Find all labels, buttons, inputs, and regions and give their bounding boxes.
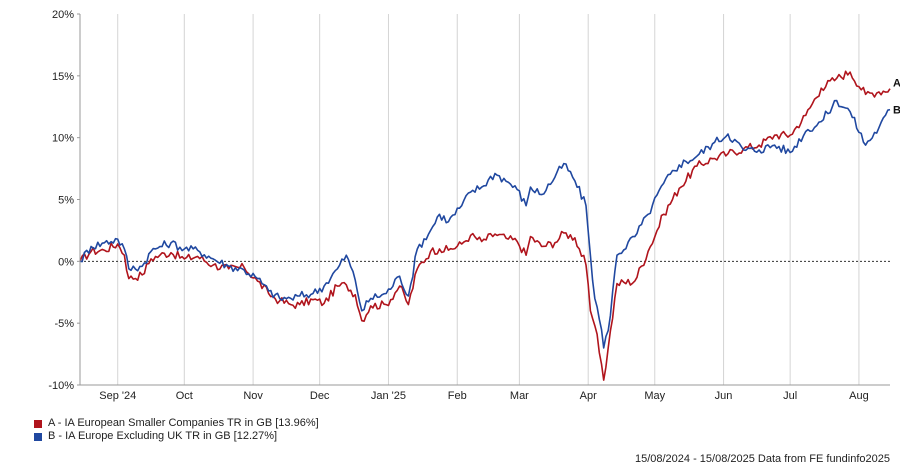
series-lines xyxy=(79,70,891,381)
footer-source: Data from FE fundinfo2025 xyxy=(757,453,890,465)
y-axis-tick-labels: -10% -5% 0% 5% 10% 15% 20% xyxy=(48,9,74,392)
y-tick-label: 15% xyxy=(52,71,74,83)
legend-item-a: A - IA European Smaller Companies TR in … xyxy=(34,417,319,430)
x-axis-tick-labels: Sep '24 Oct Nov Dec Jan '25 Feb Mar Apr May Jun Ju… xyxy=(99,390,868,402)
y-tick-label: 0% xyxy=(58,256,74,268)
legend-label-a: A - IA European Smaller Companies TR in … xyxy=(48,417,319,429)
x-tick-label: Apr xyxy=(580,390,597,402)
end-label-b: B xyxy=(893,105,900,117)
axes xyxy=(77,13,890,386)
legend-swatch-b xyxy=(34,432,42,441)
legend-label-b: B - IA Europe Excluding UK TR in GB [12.… xyxy=(48,430,278,442)
legend: A - IA European Smaller Companies TR in … xyxy=(34,417,319,443)
legend-item-b: B - IA Europe Excluding UK TR in GB [12.… xyxy=(34,430,319,443)
x-tick-label: Jan '25 xyxy=(371,390,406,402)
end-label-a: A xyxy=(893,78,900,90)
x-tick-label: Nov xyxy=(243,390,263,402)
series-end-labels: AB xyxy=(893,78,900,117)
y-tick-label: 5% xyxy=(58,195,74,207)
gridlines xyxy=(117,14,860,385)
y-tick-label: -10% xyxy=(48,380,74,392)
series-line-a xyxy=(79,70,891,381)
x-tick-label: Mar xyxy=(510,390,529,402)
x-tick-label: Feb xyxy=(448,390,467,402)
x-tick-label: Oct xyxy=(176,390,193,402)
x-tick-label: Aug xyxy=(849,390,869,402)
x-tick-label: Jun xyxy=(715,390,733,402)
y-tick-label: -5% xyxy=(54,318,74,330)
chart-footer: 15/08/2024 - 15/08/2025 Data from FE fun… xyxy=(635,453,890,465)
x-tick-label: Sep '24 xyxy=(99,390,136,402)
series-line-b xyxy=(79,99,891,349)
x-tick-label: Jul xyxy=(783,390,797,402)
x-tick-label: Dec xyxy=(310,390,330,402)
footer-date-range: 15/08/2024 - 15/08/2025 xyxy=(634,453,755,465)
y-tick-label: 20% xyxy=(52,9,74,21)
legend-swatch-a xyxy=(34,419,42,428)
y-tick-label: 10% xyxy=(52,133,74,145)
x-tick-label: May xyxy=(644,390,665,402)
